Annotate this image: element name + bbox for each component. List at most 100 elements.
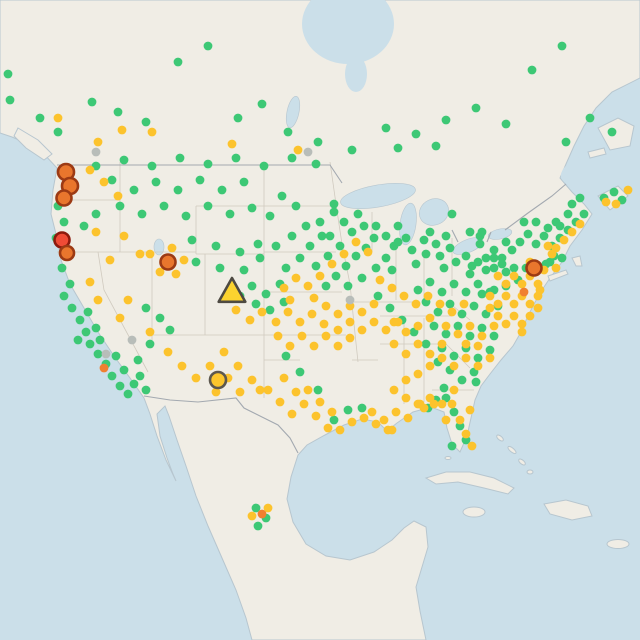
station-dot-orange[interactable]	[257, 509, 267, 519]
station-dot-green[interactable]	[471, 103, 481, 113]
station-dot-yellow[interactable]	[371, 419, 381, 429]
station-dot-green[interactable]	[321, 281, 331, 291]
station-dot-green[interactable]	[133, 355, 143, 365]
station-dot-green[interactable]	[481, 253, 491, 263]
station-dot-green[interactable]	[291, 201, 301, 211]
station-dot-green[interactable]	[331, 271, 341, 281]
station-dot-yellow[interactable]	[135, 249, 145, 259]
station-dot-yellow[interactable]	[477, 331, 487, 341]
station-dot-green[interactable]	[465, 269, 475, 279]
station-dot-yellow[interactable]	[357, 307, 367, 317]
station-dot-yellow[interactable]	[575, 219, 585, 229]
station-dot-green[interactable]	[457, 375, 467, 385]
station-dot-green[interactable]	[489, 245, 499, 255]
station-dot-green[interactable]	[579, 209, 589, 219]
station-dot-yellow[interactable]	[379, 415, 389, 425]
station-dot-green[interactable]	[265, 211, 275, 221]
station-dot-yellow[interactable]	[509, 271, 519, 281]
station-dot-green[interactable]	[489, 253, 499, 263]
station-dot-yellow[interactable]	[297, 331, 307, 341]
station-dot-yellow[interactable]	[339, 249, 349, 259]
station-dot-green[interactable]	[351, 251, 361, 261]
station-dot-green[interactable]	[265, 305, 275, 315]
station-dot-yellow[interactable]	[123, 295, 133, 305]
station-dot-yellow[interactable]	[389, 385, 399, 395]
station-dot-green[interactable]	[371, 221, 381, 231]
station-dot-green[interactable]	[373, 291, 383, 301]
station-dot-green[interactable]	[501, 267, 511, 277]
station-dot-green[interactable]	[195, 175, 205, 185]
station-dot-green[interactable]	[413, 285, 423, 295]
station-dot-green[interactable]	[473, 279, 483, 289]
station-dot-yellow[interactable]	[145, 249, 155, 259]
station-dot-yellow[interactable]	[489, 321, 499, 331]
station-dot-green[interactable]	[323, 251, 333, 261]
station-dot-green[interactable]	[543, 223, 553, 233]
station-dot-yellow[interactable]	[425, 349, 435, 359]
station-dot-green[interactable]	[445, 243, 455, 253]
station-dot-green[interactable]	[311, 261, 321, 271]
station-dot-green[interactable]	[381, 253, 391, 263]
station-dot-green[interactable]	[115, 201, 125, 211]
station-dot-green[interactable]	[325, 231, 335, 241]
station-dot-green[interactable]	[411, 259, 421, 269]
station-dot-yellow[interactable]	[363, 247, 373, 257]
station-dot-green[interactable]	[531, 239, 541, 249]
station-dot-green[interactable]	[187, 235, 197, 245]
station-dot-yellow[interactable]	[601, 197, 611, 207]
station-dot-yellow[interactable]	[413, 399, 423, 409]
station-dot-green[interactable]	[557, 41, 567, 51]
station-dot-yellow[interactable]	[455, 415, 465, 425]
station-dot-yellow[interactable]	[447, 307, 457, 317]
station-dot-green[interactable]	[159, 201, 169, 211]
station-dot-green[interactable]	[461, 287, 471, 297]
station-dot-yellow[interactable]	[425, 393, 435, 403]
station-dot-green[interactable]	[393, 237, 403, 247]
station-dot-yellow[interactable]	[115, 313, 125, 323]
station-dot-green[interactable]	[471, 377, 481, 387]
station-dot-yellow[interactable]	[389, 317, 399, 327]
station-dot-green[interactable]	[295, 253, 305, 263]
station-dot-green[interactable]	[165, 325, 175, 335]
station-dot-green[interactable]	[465, 227, 475, 237]
station-dot-yellow[interactable]	[567, 227, 577, 237]
station-dot-green[interactable]	[287, 231, 297, 241]
station-dot-green[interactable]	[141, 303, 151, 313]
station-dot-green[interactable]	[315, 217, 325, 227]
station-dot-green[interactable]	[357, 403, 367, 413]
station-dot-green[interactable]	[3, 69, 13, 79]
station-dot-green[interactable]	[555, 221, 565, 231]
station-dot-yellow[interactable]	[401, 375, 411, 385]
station-dot-green[interactable]	[523, 229, 533, 239]
station-dot-yellow[interactable]	[411, 299, 421, 309]
station-dot-yellow[interactable]	[387, 283, 397, 293]
station-dot-gray[interactable]	[303, 147, 313, 157]
station-dot-green[interactable]	[247, 281, 257, 291]
station-dot-yellow[interactable]	[517, 327, 527, 337]
station-dot-yellow[interactable]	[517, 279, 527, 289]
station-dot-green[interactable]	[79, 221, 89, 231]
station-dot-green[interactable]	[335, 241, 345, 251]
station-dot-green[interactable]	[437, 287, 447, 297]
station-dot-green[interactable]	[531, 217, 541, 227]
station-dot-green[interactable]	[489, 263, 499, 273]
station-dot-green[interactable]	[173, 185, 183, 195]
station-dot-yellow[interactable]	[117, 125, 127, 135]
station-dot-yellow[interactable]	[299, 399, 309, 409]
station-dot-yellow[interactable]	[119, 231, 129, 241]
station-dot-green[interactable]	[431, 141, 441, 151]
large-marker-orange-northeast[interactable]	[525, 259, 543, 277]
station-dot-yellow[interactable]	[257, 307, 267, 317]
station-dot-yellow[interactable]	[425, 361, 435, 371]
station-dot-green[interactable]	[203, 201, 213, 211]
station-dot-green[interactable]	[481, 265, 491, 275]
station-dot-yellow[interactable]	[311, 411, 321, 421]
station-dot-green[interactable]	[343, 405, 353, 415]
station-dot-green[interactable]	[501, 119, 511, 129]
station-dot-green[interactable]	[259, 161, 269, 171]
station-dot-gray[interactable]	[91, 147, 101, 157]
station-dot-green[interactable]	[563, 209, 573, 219]
station-dot-green[interactable]	[141, 385, 151, 395]
station-dot-yellow[interactable]	[389, 339, 399, 349]
station-dot-yellow[interactable]	[105, 255, 115, 265]
